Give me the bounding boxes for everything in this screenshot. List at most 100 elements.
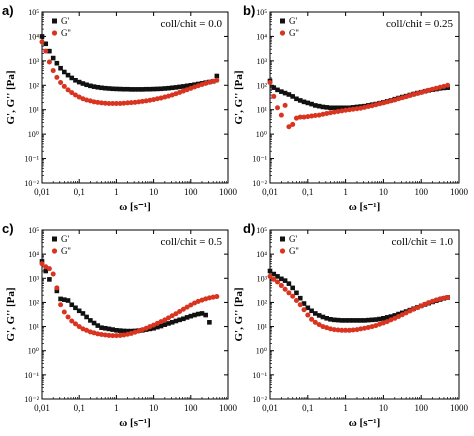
panel-a-ytick-label: 10⁵: [28, 8, 39, 17]
panel-a-gprime-point: [39, 34, 45, 39]
panel-a-gdoubleprime-point: [151, 97, 157, 103]
panel-d-gdoubleprime-point: [316, 322, 322, 328]
panel-d-gprime-point: [347, 318, 352, 323]
panel-a-xtick-label: 100: [184, 187, 198, 197]
panel-b-legend-marker-gprime: [280, 18, 285, 24]
panel-c-gdoubleprime-point: [210, 294, 216, 300]
panel-a-gdoubleprime-point: [158, 95, 164, 101]
panel-c-gprime-point: [195, 311, 201, 317]
panel-d-xtick-label: 1: [343, 403, 348, 413]
panel-a-ytick-label: 10⁻¹: [24, 155, 39, 164]
panel-d-gdoubleprime-point: [441, 295, 447, 301]
panel-c-gprime-point: [47, 277, 52, 282]
panel-c-letter: c): [2, 221, 14, 236]
panel-b-gprime-point: [328, 105, 333, 111]
panel-c-ylabel: G', G'' [Pa]: [5, 287, 17, 341]
panel-b-gdoubleprime-point: [293, 115, 299, 121]
panel-d-gprime-point: [320, 314, 326, 320]
panel-a-gprime-point: [50, 55, 56, 61]
panel-b-gdoubleprime-point: [335, 108, 341, 114]
panel-b-gprime-point: [313, 103, 318, 108]
panel-a-gprime-point: [95, 84, 101, 90]
panel-a-gdoubleprime-point: [110, 100, 116, 106]
panel-d-gdoubleprime-point: [426, 300, 432, 306]
panel-b-gdoubleprime-point: [365, 104, 371, 110]
panel-a-gprime-point: [43, 41, 49, 47]
panel-d-ytick-label: 10¹: [257, 323, 268, 332]
panel-d-gprime-point: [392, 313, 398, 318]
panel-c-gprime-point: [181, 316, 186, 322]
panel-c-gdoubleprime-point: [69, 318, 75, 324]
panel-b-ytick-label: 10⁻¹: [252, 155, 267, 164]
panel-b-xtick-label: 100: [414, 187, 428, 197]
panel-c-xlabel: ω [s⁻¹]: [119, 417, 151, 429]
panel-b-gprime-point: [316, 103, 322, 109]
panel-b-xtick-label: 0,01: [262, 187, 278, 197]
panel-b-gdoubleprime-point: [399, 95, 405, 101]
panel-a-xtick-label: 1: [114, 187, 119, 197]
panel-b-gprime-point: [320, 104, 326, 110]
panel-a-gdoubleprime-point: [106, 100, 112, 106]
panel-a-gdoubleprime-point: [132, 99, 138, 105]
panel-c-gprime-point: [177, 317, 182, 323]
panel-d-gprime-point: [316, 313, 322, 318]
panel-d-gdoubleprime-point: [297, 302, 303, 308]
panel-d-gprime-point: [343, 318, 348, 323]
panel-a-gprime-point: [91, 84, 97, 89]
panel-d-gprime-point: [369, 317, 375, 323]
panel-c-legend-label: G'': [61, 246, 71, 256]
panel-b-gdoubleprime-point: [373, 102, 379, 108]
panel-a-gdoubleprime-point: [76, 94, 82, 100]
panel-c-gprime-point: [203, 312, 208, 318]
panel-b-legend-label: G': [289, 16, 297, 26]
panel-d-gprime-point: [313, 311, 318, 316]
panel-c-gprime-point: [117, 328, 123, 333]
panel-b-gdoubleprime-point: [361, 104, 367, 110]
panel-a-gdoubleprime-point: [125, 100, 131, 106]
panel-a-gprime-point: [99, 85, 104, 91]
panel-a-gprime-point: [110, 86, 115, 92]
panel-b-gdoubleprime-point: [445, 82, 451, 88]
panel-d-gprime-point: [301, 301, 307, 306]
panel-d-gdoubleprime-point: [343, 327, 349, 333]
panel-c-gdoubleprime-point: [121, 332, 127, 338]
panel-d-xtick-label: 1000: [450, 403, 469, 413]
panel-d-gdoubleprime-point: [414, 305, 420, 311]
panel-a-ytick-label: 10¹: [29, 106, 40, 115]
panel-a-gdoubleprime-point: [39, 39, 45, 45]
panel-a-gprime-point: [114, 86, 119, 92]
panel-b-gprime-point: [335, 105, 341, 111]
panel-a-gprime-point: [151, 86, 156, 92]
panel-c-gprime-point: [173, 318, 179, 324]
panel-c-gdoubleprime-point: [102, 332, 108, 338]
panel-c-gprime-point: [62, 297, 67, 302]
panel-b-gdoubleprime-point: [411, 91, 417, 97]
panel-d-gdoubleprime-point: [309, 316, 315, 322]
panel-a-gdoubleprime-point: [84, 97, 90, 103]
panel-a-gprime-point: [177, 84, 182, 90]
panel-d-gprime-point: [384, 315, 390, 320]
panel-c-xtick-label: 0,1: [74, 403, 85, 413]
panel-c-gdoubleprime-point: [50, 271, 56, 277]
panel-d-ylabel: G', G'' [Pa]: [233, 287, 245, 341]
panel-c-ytick-label: 10²: [29, 298, 40, 307]
panel-a-gprime-point: [117, 86, 123, 92]
panel-a-gdoubleprime-point: [43, 48, 49, 54]
panel-a-gdoubleprime-point: [95, 99, 101, 105]
panel-b-gdoubleprime-point: [312, 112, 318, 118]
panel-d-gdoubleprime-point: [380, 320, 386, 326]
panel-c-gdoubleprime-point: [113, 333, 119, 339]
panel-a-gdoubleprime-point: [61, 83, 67, 89]
panel-c-gprime-point: [80, 311, 86, 316]
panel-c-gprime-point: [58, 296, 63, 302]
panel-b-gdoubleprime-point: [286, 124, 292, 130]
panel-c-gprime-point: [166, 321, 171, 326]
panel-c-gdoubleprime-point: [162, 317, 168, 323]
panel-a-xlabel: ω [s⁻¹]: [119, 201, 151, 213]
panel-a-gprime-point: [169, 85, 175, 91]
panel-d-gprime-point: [381, 316, 386, 321]
panel-c-gprime-point: [69, 302, 75, 308]
panel-d-xlabel: ω [s⁻¹]: [349, 417, 381, 429]
panel-a-gprime-point: [65, 72, 71, 78]
